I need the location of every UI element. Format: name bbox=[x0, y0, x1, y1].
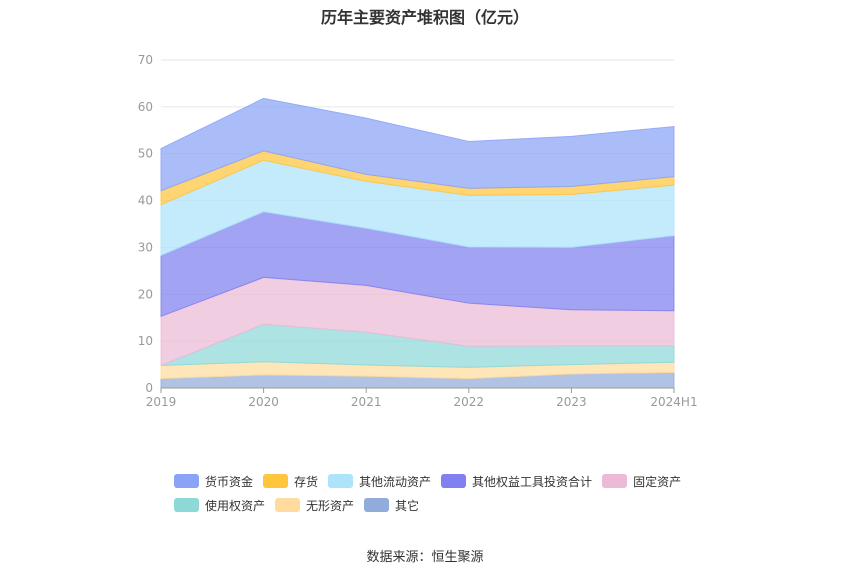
legend-item-other-current-assets[interactable]: 其他流动资产 bbox=[328, 472, 431, 490]
x-tick-label: 2021 bbox=[351, 395, 382, 409]
legend-label: 存货 bbox=[294, 474, 319, 489]
y-tick-label: 40 bbox=[138, 194, 153, 208]
stacked-area-chart: 0 10 20 30 40 50 60 70 2019 2020 2021 2022 2023 2024H… bbox=[138, 53, 698, 409]
legend-label: 货币资金 bbox=[205, 474, 254, 489]
legend-swatch bbox=[364, 498, 390, 512]
x-tick-label: 2024H1 bbox=[650, 395, 697, 409]
legend-swatch bbox=[174, 498, 199, 512]
y-tick-label: 60 bbox=[138, 100, 153, 114]
legend-item-other-equity-investments[interactable]: 其他权益工具投资合计 bbox=[441, 472, 592, 490]
legend-swatch bbox=[174, 474, 199, 488]
x-tick-label: 2022 bbox=[454, 395, 485, 409]
chart-legend: 货币资金 存货 其他流动资产 其他权益工具投资合计 固定资产 使用权资产 无形资… bbox=[174, 472, 694, 514]
legend-label: 其他流动资产 bbox=[359, 474, 432, 489]
legend-label: 无形资产 bbox=[306, 498, 355, 513]
legend-label: 其它 bbox=[395, 498, 420, 513]
area-series bbox=[160, 97, 675, 192]
y-tick-label: 20 bbox=[138, 287, 153, 301]
chart-title: 历年主要资产堆积图（亿元） bbox=[320, 8, 529, 27]
legend-swatch bbox=[602, 474, 628, 488]
legend-item-inventory[interactable]: 存货 bbox=[263, 472, 318, 490]
legend-swatch bbox=[441, 474, 467, 488]
legend-item-right-of-use-assets[interactable]: 使用权资产 bbox=[174, 496, 265, 514]
y-tick-label: 70 bbox=[138, 53, 153, 67]
legend-item-fixed-assets[interactable]: 固定资产 bbox=[602, 472, 681, 490]
y-tick-label: 10 bbox=[138, 334, 153, 348]
y-tick-label: 50 bbox=[138, 147, 153, 161]
legend-label: 固定资产 bbox=[633, 474, 682, 489]
x-tick-label: 2019 bbox=[146, 395, 177, 409]
x-tick-label: 2023 bbox=[556, 395, 587, 409]
y-tick-label: 0 bbox=[145, 381, 153, 395]
x-tick-label: 2020 bbox=[248, 395, 279, 409]
legend-item-intangible-assets[interactable]: 无形资产 bbox=[275, 496, 354, 514]
legend-swatch bbox=[263, 474, 289, 488]
legend-item-cash[interactable]: 货币资金 bbox=[174, 472, 253, 490]
legend-item-others[interactable]: 其它 bbox=[364, 496, 419, 514]
y-tick-label: 30 bbox=[138, 240, 153, 254]
legend-label: 其他权益工具投资合计 bbox=[472, 474, 593, 489]
legend-swatch bbox=[328, 474, 354, 488]
data-source: 数据来源：恒生聚源 bbox=[366, 550, 484, 565]
legend-label: 使用权资产 bbox=[205, 498, 266, 513]
legend-swatch bbox=[275, 498, 301, 512]
